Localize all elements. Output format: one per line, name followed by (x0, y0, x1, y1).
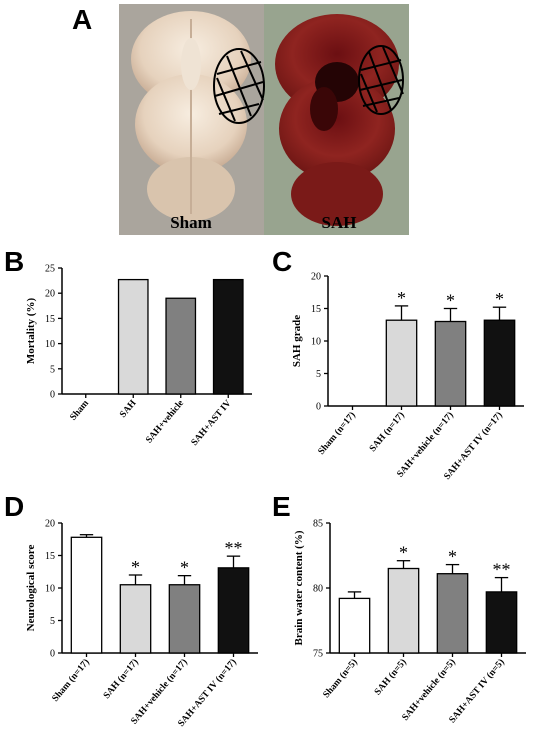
panel-letter-b: B (4, 246, 25, 277)
y-tick-label: 10 (311, 337, 321, 348)
x-tick-label: Sham (n=17) (316, 410, 358, 457)
y-tick-label: 5 (50, 364, 55, 375)
x-tick-label: SAH+AST IV (n=5) (447, 657, 507, 725)
y-tick-label: 20 (45, 289, 55, 300)
significance-marker: * (131, 557, 140, 577)
y-axis-label: SAH grade (291, 315, 303, 367)
significance-marker: * (397, 288, 406, 308)
bar-3 (168, 584, 201, 654)
significance-marker: * (180, 558, 189, 578)
bar-3 (434, 320, 467, 407)
chart-b: 0 5 10 15 20 25 Mortality (%) Sham SAH SAH+vehicl… (25, 264, 252, 448)
sham-label: Sham (170, 213, 212, 232)
y-tick-label: 15 (45, 551, 55, 562)
sham-region-marker-icon (213, 48, 265, 124)
x-tick-label: SAH+AST IV (190, 398, 234, 448)
x-tick-label: Sham (n=17) (50, 657, 92, 704)
panel-letter-d: D (4, 491, 25, 522)
y-tick-label: 25 (45, 264, 55, 275)
y-tick-label: 85 (313, 519, 323, 530)
y-tick-label: 75 (313, 649, 323, 660)
bar-4 (212, 278, 244, 395)
x-tick-label: SAH+vehicle (n=5) (400, 657, 458, 723)
y-tick-label: 15 (45, 314, 55, 325)
y-tick-label: 20 (45, 519, 55, 530)
x-tick-label: SAH (118, 398, 139, 420)
significance-marker: * (446, 291, 455, 311)
chart-d: 0 5 10 15 20 Neurological score Sham (n=17) * SA… (25, 519, 258, 729)
y-tick-label: 5 (316, 369, 321, 380)
sah-brain-image (275, 14, 399, 226)
y-tick-label: 15 (311, 304, 321, 315)
chart-e: 75 80 85 Brain water content (%) Sham (n=5) *… (293, 519, 526, 725)
bar-3 (436, 573, 469, 654)
x-tick-label: SAH (n=5) (372, 657, 409, 698)
x-tick-label: SAH (n=17) (367, 410, 407, 454)
y-axis-label: Neurological score (25, 545, 37, 632)
bar-3 (165, 297, 197, 395)
panel-letter-a: A (72, 4, 93, 35)
sham-brain-image (131, 11, 251, 221)
bar-4 (483, 319, 516, 407)
panel-letter-e: E (272, 491, 291, 522)
significance-marker: ** (225, 538, 243, 558)
x-tick-label: SAH+vehicle (144, 399, 186, 446)
y-axis-label: Mortality (%) (25, 298, 37, 365)
y-tick-label: 0 (50, 390, 55, 401)
x-tick-label: Sham (68, 398, 91, 422)
bar-2 (387, 567, 420, 654)
x-tick-label: SAH (n=17) (101, 657, 141, 701)
y-tick-label: 10 (45, 339, 55, 350)
bar-2 (117, 278, 149, 395)
brain-photo-panel: Sham SAH (119, 4, 409, 235)
chart-c: 0 5 10 15 20 SAH grade Sham (n=17) * SAH (n=17) *… (291, 272, 524, 482)
y-tick-label: 80 (313, 584, 323, 595)
bar-1 (338, 597, 371, 654)
bar-1 (70, 536, 103, 654)
panel-letter-c: C (272, 246, 293, 277)
x-tick-label: Sham (n=5) (321, 657, 360, 700)
y-tick-label: 10 (45, 584, 55, 595)
significance-marker: * (399, 543, 408, 563)
y-axis-label: Brain water content (%) (293, 530, 305, 645)
significance-marker: ** (493, 560, 511, 580)
y-tick-label: 20 (311, 272, 321, 283)
significance-marker: * (448, 547, 457, 567)
y-tick-label: 5 (50, 616, 55, 627)
bar-4 (217, 567, 250, 654)
bar-2 (119, 584, 152, 654)
y-tick-label: 0 (50, 649, 55, 660)
y-tick-label: 0 (316, 402, 321, 413)
bar-4 (485, 591, 518, 654)
bar-2 (385, 319, 418, 407)
significance-marker: * (495, 289, 504, 309)
sah-region-marker-icon (358, 45, 404, 115)
sah-label: SAH (322, 213, 357, 232)
